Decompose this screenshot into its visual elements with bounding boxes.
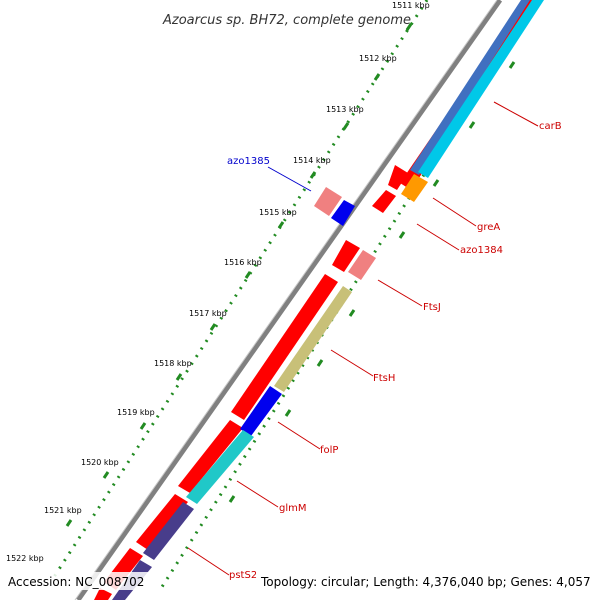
callout-FtsJ (377, 279, 423, 307)
callout-azo1384 (416, 223, 460, 251)
other-features (112, 0, 544, 600)
gene-label-folP[interactable]: folP (320, 445, 338, 456)
tick-label: 1522 kbp (6, 554, 44, 563)
genome-backbone-highlight (74, 0, 498, 600)
tick-mark (102, 471, 110, 479)
tick-mark (244, 271, 252, 279)
tick-mark (432, 179, 440, 187)
feature-azo1385-blue (331, 200, 355, 226)
tick-label: 1519 kbp (117, 408, 155, 417)
tick-mark (209, 323, 217, 331)
tick-mark (284, 409, 292, 417)
gene-label-azo1384[interactable]: azo1384 (460, 245, 503, 256)
callout-pstS2 (187, 547, 230, 576)
tick-mark (277, 221, 285, 229)
feature-greA-orange (401, 174, 428, 202)
gene-label-FtsJ[interactable]: FtsJ (423, 302, 441, 313)
tick-mark (405, 23, 413, 31)
callout-azo1385 (267, 166, 312, 192)
gene-label-FtsH[interactable]: FtsH (373, 373, 395, 384)
cds-folP (178, 420, 243, 493)
callout-greA (432, 197, 477, 227)
tick-label: 1517 kbp (189, 309, 227, 318)
callout-FtsH (330, 349, 374, 377)
tick-labels: 1511 kbp 1512 kbp 1513 kbp 1514 kbp 1515… (6, 1, 430, 563)
tick-mark (348, 309, 356, 317)
gene-label-glmM[interactable]: glmM (279, 503, 307, 514)
gene-labels: azo1385 carB greA azo1384 FtsJ FtsH folP… (227, 121, 562, 581)
tick-mark (468, 121, 476, 129)
tick-label: 1520 kbp (81, 458, 119, 467)
cds-FtsH (231, 274, 338, 420)
cds-FtsJ (332, 240, 360, 272)
tick-mark (309, 171, 317, 179)
feature-carB-blue (410, 0, 530, 175)
feature-carB-cyan (418, 0, 544, 178)
cds-glmM (136, 494, 188, 550)
feature-azo1385-light (314, 187, 342, 216)
inner-tick-marks (228, 61, 516, 503)
tick-mark (508, 61, 516, 69)
callout-carB (493, 101, 539, 127)
tick-mark (398, 231, 406, 239)
tick-mark (342, 122, 350, 130)
map-title: Azoarcus sp. BH72, complete genome (162, 13, 411, 28)
gene-label-azo1385[interactable]: azo1385 (227, 156, 270, 167)
tick-mark (175, 373, 183, 381)
cds-azo1384 (372, 190, 396, 213)
tick-mark (316, 359, 324, 367)
feature-glmM-teal (186, 430, 254, 504)
tick-label: 1516 kbp (224, 258, 262, 267)
callout-glmM (236, 480, 279, 508)
tick-label: 1521 kbp (44, 506, 82, 515)
callout-lines (187, 101, 539, 576)
tick-label: 1511 kbp (392, 1, 430, 10)
feature-FtsH-olive (274, 286, 352, 392)
callout-folP (277, 421, 321, 450)
tick-label: 1518 kbp (154, 359, 192, 368)
footer-accession-bg (4, 572, 150, 590)
footer-accession: Accession: NC_008702 (8, 575, 144, 589)
tick-label: 1514 kbp (293, 156, 331, 165)
footer-stats: Topology: circular; Length: 4,376,040 bp… (260, 575, 591, 589)
feature-folP-blue (240, 386, 282, 436)
gene-label-carB[interactable]: carB (539, 121, 562, 132)
tick-mark (228, 495, 236, 503)
cds-fragment (94, 588, 112, 600)
cds-greA (388, 165, 408, 190)
tick-label: 1512 kbp (359, 54, 397, 63)
gene-label-greA[interactable]: greA (477, 222, 500, 233)
tick-label: 1513 kbp (326, 105, 364, 114)
tick-mark (373, 73, 381, 81)
genome-backbone (75, 0, 503, 600)
tick-mark (139, 422, 147, 430)
gene-label-pstS2[interactable]: pstS2 (229, 570, 257, 581)
scale-dotted-line (50, 0, 429, 581)
feature-pstS2-purple (143, 502, 194, 560)
tick-mark (65, 519, 73, 527)
tick-label: 1515 kbp (259, 208, 297, 217)
footer-stats-bg (256, 572, 596, 590)
tick-marks (65, 23, 413, 527)
feature-FtsJ-light (348, 250, 376, 280)
